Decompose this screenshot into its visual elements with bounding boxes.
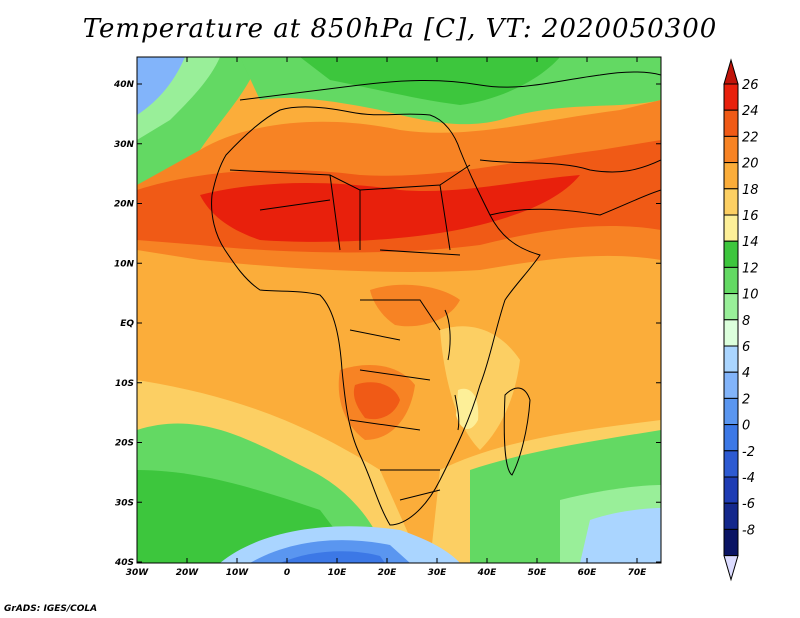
lat-tick-label: 10N [114, 259, 135, 269]
colorbar-swatch [723, 162, 739, 190]
colorbar-level-label: 20 [742, 157, 759, 172]
colorbar-swatch [723, 319, 739, 347]
colorbar-level-label: 6 [742, 340, 750, 355]
colorbar-swatch [723, 424, 739, 452]
lon-tick-label: 0 [284, 568, 290, 578]
lat-tick-label: 10S [115, 379, 134, 389]
colorbar-swatch [723, 502, 739, 530]
colorbar-swatch [723, 83, 739, 111]
lat-tick-label: 20S [115, 439, 134, 449]
temperature-field [137, 57, 661, 563]
colorbar-level-label: 16 [742, 209, 759, 224]
colorbar-level-label: 8 [742, 314, 750, 329]
colorbar-level-label: 18 [742, 183, 759, 198]
colorbar-swatch [723, 371, 739, 399]
colorbar-level-label: 22 [742, 130, 759, 145]
lon-tick-label: 20W [176, 568, 200, 578]
lat-tick-label: 30S [115, 498, 134, 508]
lon-tick-label: 10E [328, 568, 348, 578]
colorbar-level-label: 0 [742, 419, 750, 434]
lon-tick-label: 30W [126, 568, 150, 578]
colorbar-swatch [723, 528, 739, 557]
chart-title: Temperature at 850hPa [C], VT: 202005030… [82, 14, 718, 44]
colorbar-level-label: 2 [742, 392, 750, 407]
colorbar-level-label: 24 [742, 104, 759, 119]
lon-tick-label: 50E [528, 568, 548, 578]
lat-tick-label: EQ [120, 319, 134, 329]
lon-tick-label: 30E [428, 568, 448, 578]
colorbar-top-arrow [723, 58, 739, 85]
lon-tick-label: 40E [477, 568, 498, 578]
colorbar-swatch [723, 240, 739, 268]
colorbar-swatch [723, 476, 739, 504]
colorbar-level-label: -4 [742, 471, 755, 486]
colorbar-level-label: 14 [742, 235, 759, 250]
colorbar-level-label: 26 [742, 78, 759, 93]
lat-tick-label: 40S [114, 558, 134, 568]
colorbar-level-label: -8 [742, 523, 755, 538]
lon-tick-label: 70E [628, 568, 648, 578]
colorbar-swatch [723, 450, 739, 478]
colorbar-swatch [723, 135, 739, 164]
lat-tick-label: 20N [114, 200, 135, 210]
colorbar-swatch [723, 266, 739, 295]
lon-tick-label: 10W [226, 568, 250, 578]
colorbar-swatch [723, 293, 739, 321]
colorbar-bottom-arrow [723, 555, 739, 582]
colorbar-level-label: -2 [742, 445, 755, 460]
colorbar-swatch [723, 214, 739, 242]
lon-tick-label: 20E [378, 568, 398, 578]
coastlines [211, 71, 661, 526]
colorbar-swatch [723, 345, 739, 373]
colorbar-level-label: -6 [742, 497, 755, 512]
colorbar-level-label: 10 [742, 288, 759, 303]
lon-tick-label: 60E [578, 568, 598, 578]
plot-frame [136, 56, 662, 564]
colorbar-level-label: 4 [742, 366, 750, 381]
lat-tick-label: 30N [114, 140, 135, 150]
colorbar-swatch [723, 109, 739, 137]
colorbar-level-label: 12 [742, 261, 759, 276]
colorbar-swatch [723, 397, 739, 426]
colorbar-swatch [723, 188, 739, 216]
lat-tick-label: 40N [113, 80, 135, 90]
axis-ticks: 30W 20W 10W 0 10E 20E 30E 40E 50E 60E 70E 40N 30N 20N… [113, 57, 661, 578]
credit-label: GrADS: IGES/COLA [4, 604, 98, 614]
